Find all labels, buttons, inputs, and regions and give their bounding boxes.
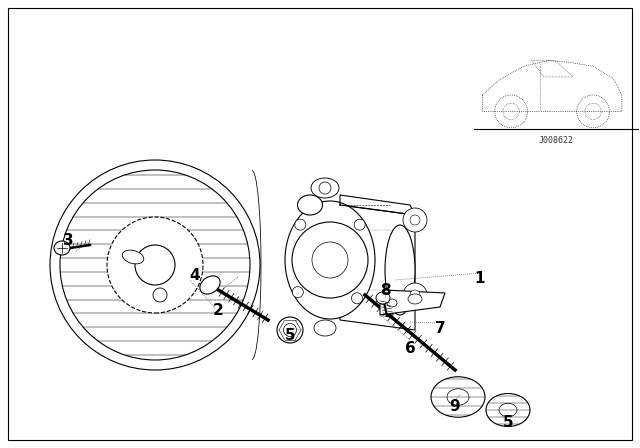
Text: 9: 9 (450, 399, 460, 414)
Text: 7: 7 (435, 320, 445, 336)
Circle shape (312, 242, 348, 278)
Circle shape (403, 208, 427, 232)
Ellipse shape (486, 393, 530, 426)
Ellipse shape (376, 292, 390, 304)
Ellipse shape (277, 317, 303, 343)
Circle shape (351, 293, 362, 304)
Circle shape (410, 215, 420, 225)
Text: 5: 5 (285, 327, 295, 343)
Text: 8: 8 (380, 283, 390, 297)
Ellipse shape (54, 241, 70, 255)
Text: 3: 3 (63, 233, 74, 247)
Ellipse shape (314, 320, 336, 336)
Text: 1: 1 (475, 271, 485, 285)
Circle shape (50, 160, 260, 370)
Circle shape (403, 283, 427, 307)
Ellipse shape (200, 276, 220, 294)
Ellipse shape (408, 294, 422, 304)
Ellipse shape (431, 377, 485, 417)
Circle shape (107, 217, 203, 313)
Ellipse shape (298, 195, 323, 215)
Ellipse shape (385, 225, 415, 315)
Ellipse shape (447, 389, 469, 405)
Circle shape (410, 290, 420, 300)
Circle shape (135, 245, 175, 285)
Text: 5: 5 (502, 414, 513, 430)
Ellipse shape (284, 323, 296, 336)
Text: 4: 4 (189, 267, 200, 283)
Polygon shape (380, 290, 445, 315)
Circle shape (354, 219, 365, 230)
Circle shape (295, 219, 306, 230)
Polygon shape (340, 205, 415, 330)
Text: 2: 2 (212, 302, 223, 318)
Circle shape (153, 288, 167, 302)
Ellipse shape (387, 299, 397, 307)
Ellipse shape (499, 403, 517, 417)
Text: J008622: J008622 (539, 136, 573, 145)
Text: 6: 6 (404, 340, 415, 356)
Circle shape (292, 222, 368, 298)
Circle shape (292, 287, 303, 297)
Ellipse shape (285, 201, 375, 319)
Circle shape (319, 182, 331, 194)
Ellipse shape (311, 178, 339, 198)
Ellipse shape (122, 250, 144, 264)
